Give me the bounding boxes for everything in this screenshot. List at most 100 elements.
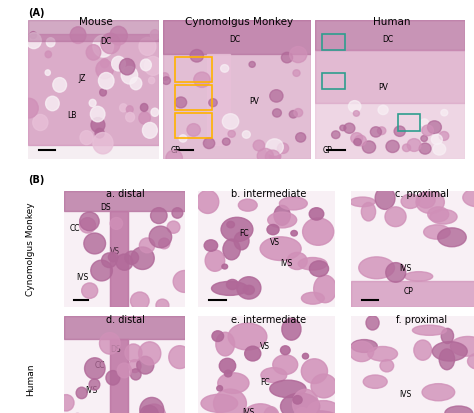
Circle shape [431, 135, 442, 145]
Text: c. proximal: c. proximal [394, 189, 448, 199]
Text: b. intermediate: b. intermediate [231, 189, 306, 199]
Circle shape [175, 98, 187, 109]
Circle shape [355, 136, 366, 147]
Circle shape [190, 50, 203, 63]
Circle shape [91, 261, 112, 281]
Text: Cynomolgus Monkey: Cynomolgus Monkey [27, 202, 35, 296]
Circle shape [138, 342, 161, 365]
Circle shape [139, 113, 150, 125]
Circle shape [291, 231, 297, 236]
Circle shape [33, 115, 48, 131]
Bar [315, 51, 465, 104]
Bar [110, 212, 128, 307]
Ellipse shape [205, 250, 225, 272]
Circle shape [309, 208, 324, 221]
Text: DS: DS [110, 344, 120, 353]
Circle shape [101, 253, 117, 268]
Circle shape [266, 140, 283, 156]
Text: DC: DC [229, 35, 241, 43]
Circle shape [89, 100, 96, 107]
Circle shape [302, 354, 309, 359]
Circle shape [219, 358, 236, 373]
Text: d. distal: d. distal [106, 314, 145, 324]
Circle shape [179, 135, 187, 143]
Circle shape [20, 99, 38, 119]
Ellipse shape [260, 237, 301, 261]
Ellipse shape [463, 189, 474, 207]
Text: a. distal: a. distal [107, 189, 145, 199]
Ellipse shape [292, 389, 318, 413]
Ellipse shape [428, 207, 449, 222]
Circle shape [344, 124, 355, 134]
Circle shape [142, 123, 157, 139]
Bar [64, 191, 185, 212]
Circle shape [119, 59, 135, 76]
Ellipse shape [274, 206, 290, 226]
Circle shape [348, 101, 361, 113]
Text: VS: VS [110, 247, 120, 256]
Circle shape [84, 358, 105, 379]
Ellipse shape [302, 218, 334, 246]
Circle shape [402, 145, 410, 152]
Circle shape [140, 406, 159, 413]
Ellipse shape [350, 197, 375, 207]
Text: FC: FC [239, 228, 249, 237]
Circle shape [227, 222, 235, 228]
Circle shape [273, 109, 282, 118]
Ellipse shape [298, 258, 327, 271]
Circle shape [119, 104, 127, 113]
Ellipse shape [214, 389, 246, 413]
Circle shape [45, 52, 52, 59]
Ellipse shape [432, 342, 467, 361]
Ellipse shape [450, 337, 474, 356]
Circle shape [89, 379, 100, 390]
Ellipse shape [445, 406, 473, 413]
Circle shape [58, 395, 74, 411]
Circle shape [167, 221, 180, 234]
Circle shape [362, 142, 375, 154]
Text: PV: PV [378, 83, 388, 92]
Ellipse shape [273, 355, 298, 375]
Circle shape [249, 62, 255, 68]
Circle shape [332, 131, 340, 139]
Ellipse shape [301, 359, 328, 384]
Ellipse shape [310, 261, 328, 277]
Circle shape [172, 208, 183, 218]
Ellipse shape [375, 188, 395, 210]
Circle shape [421, 136, 428, 142]
Circle shape [422, 126, 433, 136]
Circle shape [351, 133, 363, 144]
Circle shape [386, 141, 399, 153]
Bar [175, 114, 212, 138]
Circle shape [148, 78, 155, 85]
Circle shape [126, 113, 135, 123]
Ellipse shape [201, 394, 237, 413]
Circle shape [340, 126, 346, 131]
Circle shape [439, 132, 449, 141]
Ellipse shape [270, 380, 306, 398]
Ellipse shape [263, 407, 280, 413]
Circle shape [130, 369, 141, 380]
Circle shape [53, 78, 66, 93]
Circle shape [140, 104, 148, 112]
Circle shape [110, 27, 128, 46]
Ellipse shape [314, 275, 337, 303]
Circle shape [290, 47, 307, 64]
Circle shape [117, 363, 131, 378]
Circle shape [121, 67, 137, 85]
Circle shape [294, 109, 303, 118]
Ellipse shape [228, 323, 267, 350]
Circle shape [428, 121, 441, 134]
Circle shape [228, 131, 235, 138]
Circle shape [99, 74, 114, 90]
Bar [322, 35, 345, 51]
Circle shape [140, 397, 164, 413]
Ellipse shape [368, 347, 398, 361]
Text: Mouse: Mouse [79, 17, 112, 26]
Text: LB: LB [68, 111, 77, 120]
Circle shape [111, 57, 126, 72]
Bar [350, 282, 474, 307]
Ellipse shape [422, 384, 455, 401]
Ellipse shape [424, 225, 450, 240]
Text: VS: VS [270, 237, 280, 247]
